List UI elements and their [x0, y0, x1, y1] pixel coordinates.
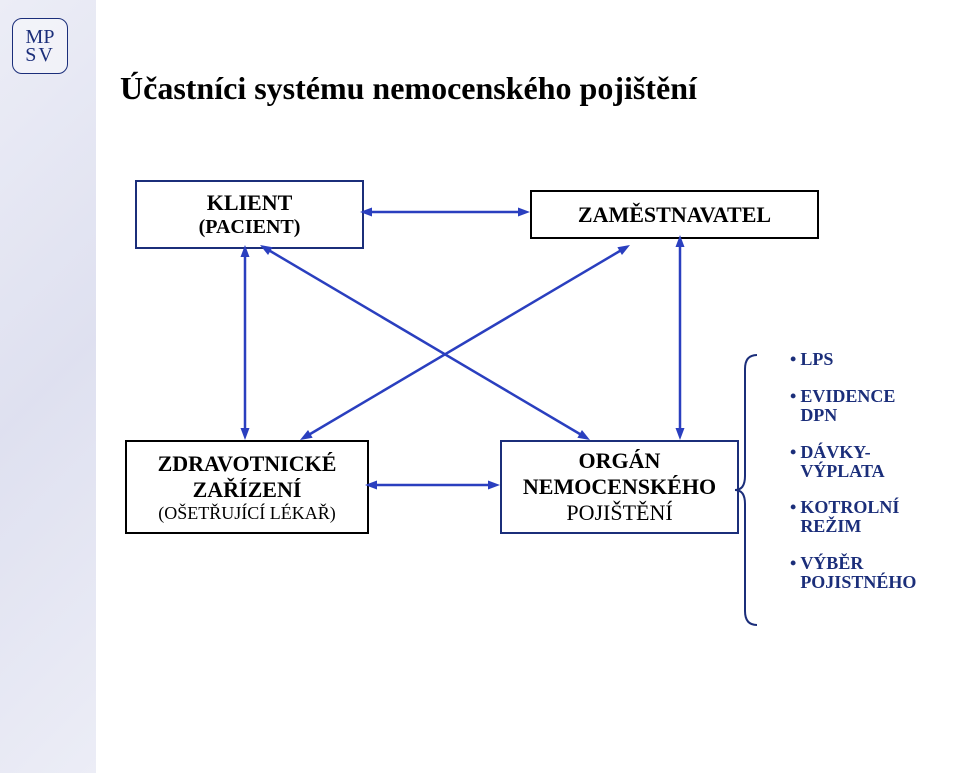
bullet-icon: •	[790, 349, 796, 369]
node-zdrav-line2: ZAŘÍZENÍ	[193, 477, 302, 503]
organ-function-item: •EVIDENCE•DPN	[790, 387, 916, 425]
logo-line-2: SV	[25, 46, 55, 64]
organ-function-item: •DÁVKY-•VÝPLATA	[790, 443, 916, 481]
bullet-icon: •	[790, 442, 796, 462]
node-zdrav-line3: (OŠETŘUJÍCÍ LÉKAŘ)	[158, 503, 336, 524]
organ-function-item: •VÝBĚR•POJISTNÉHO	[790, 554, 916, 592]
node-organ-nemocenskeho-pojisteni: ORGÁN NEMOCENSKÉHO POJIŠTĚNÍ	[500, 440, 739, 534]
node-organ-line1: ORGÁN	[579, 448, 661, 474]
node-zdrav-line1: ZDRAVOTNICKÉ	[158, 451, 337, 477]
bullet-icon: •	[790, 386, 796, 406]
sidebar-decorative-band	[0, 0, 96, 773]
organ-function-item: •KOTROLNÍ•REŽIM	[790, 498, 916, 536]
node-zamestnavatel-line1: ZAMĚSTNAVATEL	[578, 202, 771, 228]
node-organ-line3: POJIŠTĚNÍ	[566, 500, 672, 526]
node-zdravotnicke-zarizeni: ZDRAVOTNICKÉ ZAŘÍZENÍ (OŠETŘUJÍCÍ LÉKAŘ)	[125, 440, 369, 534]
bullet-icon: •	[790, 497, 796, 517]
bullet-icon: •	[790, 553, 796, 573]
node-zamestnavatel: ZAMĚSTNAVATEL	[530, 190, 819, 239]
organ-functions-list: •LPS •EVIDENCE•DPN •DÁVKY-•VÝPLATA •KOTROLN…	[790, 350, 916, 610]
node-klient-pacient: KLIENT (PACIENT)	[135, 180, 364, 249]
organ-function-item: •LPS	[790, 350, 916, 369]
node-organ-line2: NEMOCENSKÉHO	[523, 474, 716, 500]
node-klient-line2: (PACIENT)	[199, 216, 301, 239]
mpsv-logo: MP SV	[12, 18, 68, 74]
slide-title: Účastníci systému nemocenského pojištění	[120, 70, 697, 107]
node-klient-line1: KLIENT	[207, 190, 293, 216]
